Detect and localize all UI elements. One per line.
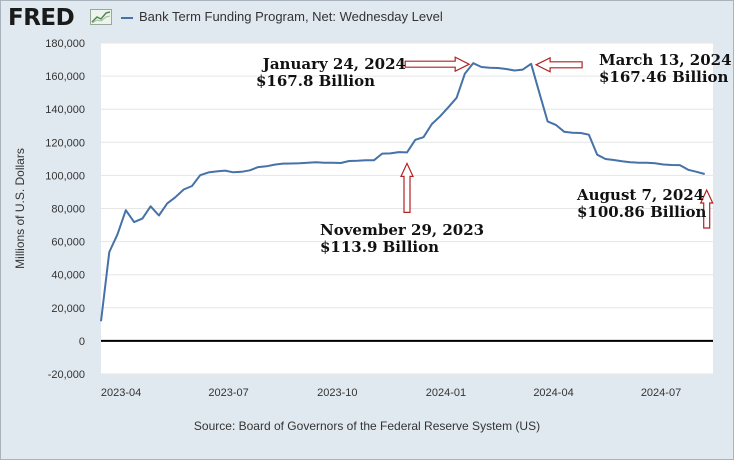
legend-label: Bank Term Funding Program, Net: Wednesda… (139, 9, 443, 24)
y-tick-label: 20,000 (51, 303, 85, 315)
annotation-value-jan: $167.8 Billion (256, 72, 375, 90)
fred-graph-icon (90, 9, 112, 25)
annotation-date-mar: March 13, 2024 (599, 51, 732, 69)
annotation-value-aug: $100.86 Billion (577, 203, 707, 221)
annotation-arrow-aug (699, 188, 714, 229)
x-tick-label: 2024-01 (426, 387, 466, 399)
y-tick-label: 180,000 (45, 38, 85, 50)
source-note: Source: Board of Governors of the Federa… (193, 419, 541, 433)
y-tick-label: 100,000 (45, 170, 85, 182)
y-tick-label: 0 (79, 336, 85, 348)
y-tick-label: 140,000 (45, 104, 85, 116)
annotation-value-mar: $167.46 Billion (599, 68, 729, 86)
x-tick-label: 2023-07 (208, 387, 248, 399)
annotation-arrow-nov (400, 161, 414, 213)
y-tick-label: 40,000 (51, 270, 85, 282)
x-tick-label: 2024-04 (533, 387, 573, 399)
fred-logo[interactable]: FRED (8, 5, 75, 31)
annotation-arrow-jan (404, 56, 471, 73)
x-tick-label: 2023-10 (317, 387, 357, 399)
y-tick-label: 60,000 (51, 237, 85, 249)
legend-swatch (121, 17, 133, 19)
y-tick-label: -20,000 (48, 369, 85, 381)
y-axis-label: Millions of U.S. Dollars (13, 148, 27, 269)
annotation-date-jan: January 24, 2024 (261, 55, 406, 73)
annotation-date-nov: November 29, 2023 (320, 221, 484, 239)
y-tick-label: 160,000 (45, 71, 85, 83)
x-tick-label: 2024-07 (641, 387, 681, 399)
annotation-arrow-mar (534, 56, 583, 73)
series-line (100, 62, 705, 322)
x-tick-label: 2023-04 (101, 387, 141, 399)
y-tick-label: 120,000 (45, 137, 85, 149)
annotation-date-aug: August 7, 2024 (576, 186, 704, 204)
annotation-value-nov: $113.9 Billion (320, 238, 439, 256)
y-tick-label: 80,000 (51, 204, 85, 216)
